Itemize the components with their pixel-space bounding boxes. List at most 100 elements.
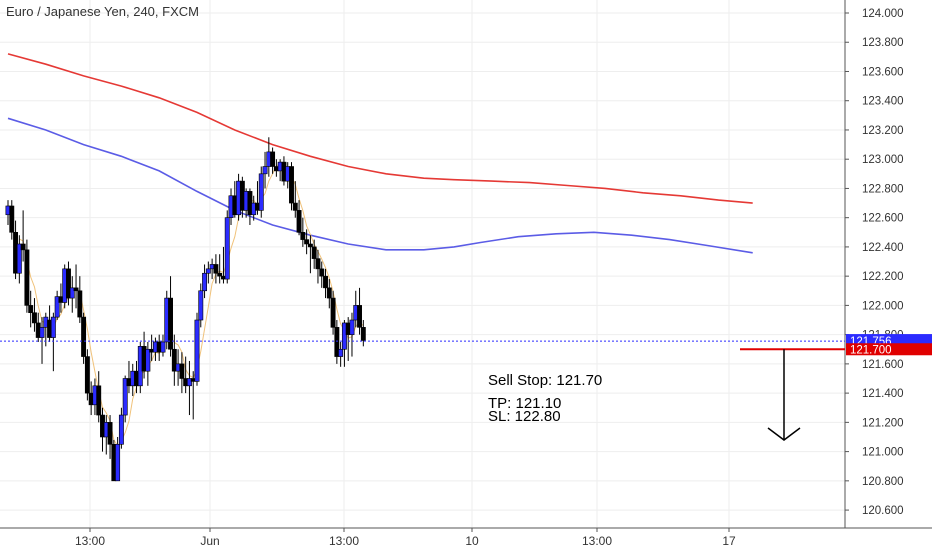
candle (171, 334, 177, 386)
candle-body (341, 322, 347, 350)
candle (296, 200, 302, 236)
candle (73, 264, 79, 309)
candle-body (39, 327, 45, 338)
price-tick-label: 120.600 (862, 505, 904, 517)
candle-body (289, 166, 294, 204)
stop-loss-label: SL: 122.80 (488, 408, 561, 425)
candle-body (307, 243, 313, 248)
candle (330, 290, 336, 335)
candle (194, 312, 200, 386)
candle (304, 229, 310, 255)
candle (168, 276, 173, 357)
time-tick-label: 17 (722, 534, 736, 548)
entry-price-value: 121.700 (850, 344, 892, 356)
candle (145, 341, 151, 386)
candle (32, 298, 37, 332)
candle-body (69, 287, 75, 299)
candle-body (258, 173, 264, 211)
price-tick-label: 121.000 (862, 447, 904, 459)
sell-stop-label: Sell Stop: 121.70 (488, 372, 603, 389)
candle-body (262, 166, 268, 175)
candle (311, 239, 317, 269)
candle-body (54, 296, 60, 318)
moving-average-line (19, 162, 364, 447)
candle (66, 261, 71, 306)
candle-body (296, 210, 302, 233)
candle-body (205, 268, 211, 274)
candle-body (115, 443, 121, 482)
price-tick-label: 123.000 (862, 154, 904, 166)
candle-body (357, 305, 362, 328)
candle (118, 407, 124, 449)
candle (122, 375, 128, 423)
candle (179, 352, 185, 394)
candle (202, 264, 208, 299)
candle (224, 210, 230, 284)
candle-body (194, 319, 200, 382)
candle-body (20, 243, 26, 251)
candle-body (213, 264, 219, 274)
candle-body (304, 239, 310, 245)
candle-body (9, 205, 15, 233)
candle-body (73, 287, 79, 292)
candle-body (319, 268, 325, 277)
price-tick-label: 122.800 (862, 183, 904, 195)
candle-body (145, 348, 151, 372)
candle-body (168, 297, 173, 350)
candle-body (81, 316, 87, 357)
price-tick-label: 123.800 (862, 37, 904, 49)
candle-body (360, 327, 366, 341)
chart-grid (0, 0, 845, 528)
down-arrow-head (767, 427, 801, 441)
candle-body (198, 290, 204, 321)
candle (16, 235, 22, 284)
candle-body (77, 290, 83, 318)
candle-body (300, 232, 306, 240)
price-tick-label: 123.200 (862, 125, 904, 137)
candle (96, 371, 102, 423)
price-tick-label: 121.200 (862, 417, 904, 429)
candle-body (315, 258, 321, 270)
candle-body (338, 348, 344, 357)
candle (9, 200, 15, 240)
candle (115, 436, 121, 482)
candle (270, 147, 276, 174)
time-tick-label: 13:00 (329, 534, 359, 548)
candle (198, 283, 204, 328)
candle-body (270, 151, 276, 167)
time-axis[interactable]: 13:00 Jun 13:00 10 13:00 17 (0, 527, 932, 548)
moving-average-line (7, 117, 753, 254)
candle (300, 217, 306, 247)
candle (50, 312, 56, 372)
time-tick-label: 13:00 (582, 534, 612, 548)
candle (289, 162, 294, 211)
candle-body (84, 356, 90, 394)
candle-body (24, 249, 30, 306)
candle (213, 254, 219, 284)
candle-body (349, 319, 355, 335)
candle (319, 261, 325, 288)
candle-body (96, 385, 102, 416)
price-tick-label: 124.000 (862, 8, 904, 20)
price-tick-label: 123.600 (862, 66, 904, 78)
candle (292, 181, 298, 218)
candle-body (107, 422, 113, 445)
candle-body (323, 275, 328, 289)
candle-body (122, 378, 128, 416)
candle-body (16, 243, 22, 274)
price-tick-label: 120.800 (862, 476, 904, 488)
candle-body (160, 341, 166, 353)
candle (341, 320, 347, 367)
candle (39, 317, 45, 364)
price-axis[interactable]: 124.000 123.800 123.600 123.400 123.200 123.0… (844, 0, 932, 528)
candle (205, 261, 211, 284)
candle-body (186, 378, 192, 387)
candle (20, 210, 26, 262)
candle (186, 360, 192, 416)
candle (107, 415, 113, 459)
candle-body (311, 246, 317, 259)
price-tick-label: 122.200 (862, 271, 904, 283)
candle (24, 239, 30, 313)
price-tick-label: 121.600 (862, 359, 904, 371)
